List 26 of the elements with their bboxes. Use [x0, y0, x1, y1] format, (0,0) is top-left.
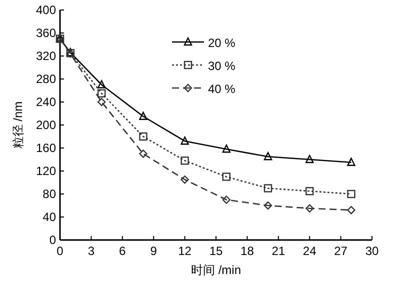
x-tick-label: 30: [365, 244, 379, 258]
legend-label: 20 %: [208, 36, 236, 50]
x-tick-label: 27: [334, 244, 348, 258]
x-tick-label: 9: [150, 244, 158, 258]
x-axis-title: 时间 /min: [190, 263, 242, 277]
y-tick-label: 120: [36, 164, 56, 178]
y-tick-label: 320: [36, 49, 56, 63]
x-tick-label: 12: [178, 244, 192, 258]
x-tick-label: 6: [119, 244, 126, 258]
y-tick-label: 240: [36, 95, 56, 109]
y-tick-label: 40: [42, 210, 56, 224]
x-tick-label: 15: [209, 244, 223, 258]
y-tick-label: 0: [49, 233, 56, 247]
x-tick-label: 21: [272, 244, 286, 258]
y-tick-label: 400: [36, 3, 56, 17]
x-tick-label: 3: [88, 244, 95, 258]
legend-label: 30 %: [208, 59, 236, 73]
x-tick-label: 24: [302, 244, 317, 258]
y-tick-label: 200: [36, 118, 56, 132]
x-tick-label: 18: [240, 244, 254, 258]
y-tick-label: 80: [42, 187, 56, 201]
legend-label: 40 %: [208, 82, 236, 96]
y-tick-label: 360: [36, 26, 56, 40]
y-tick-label: 160: [36, 141, 56, 155]
y-tick-label: 280: [36, 72, 56, 86]
y-axis-title: 粒径 /nm: [11, 101, 25, 149]
